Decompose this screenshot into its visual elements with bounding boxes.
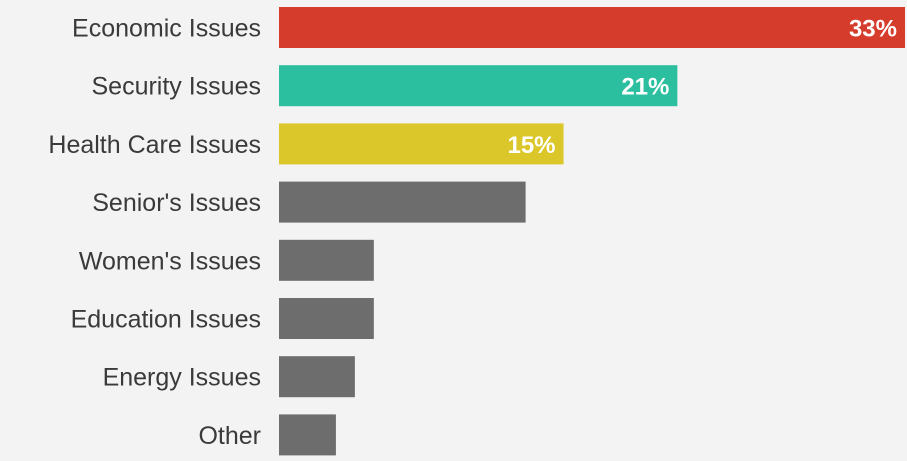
bar-women-s-issues [279, 239, 374, 281]
bar-senior-s-issues [279, 181, 526, 223]
category-label-economic-issues: Economic Issues [72, 15, 261, 43]
data-label-health-care-issues: 15% [507, 132, 555, 159]
bar-security-issues [279, 65, 678, 107]
bar-health-care-issues [279, 123, 564, 165]
data-label-economic-issues: 33% [849, 16, 897, 43]
category-label-women-s-issues: Women's Issues [79, 247, 261, 275]
category-label-health-care-issues: Health Care Issues [48, 131, 261, 159]
category-label-energy-issues: Energy Issues [103, 364, 261, 392]
category-label-senior-s-issues: Senior's Issues [92, 189, 261, 217]
bar-other [279, 414, 336, 456]
category-label-security-issues: Security Issues [91, 73, 261, 101]
category-label-other: Other [198, 422, 261, 450]
category-label-education-issues: Education Issues [71, 306, 261, 334]
bar-economic-issues [279, 7, 905, 48]
bar-education-issues [279, 298, 374, 339]
bar-energy-issues [279, 356, 355, 398]
data-label-security-issues: 21% [621, 74, 669, 101]
